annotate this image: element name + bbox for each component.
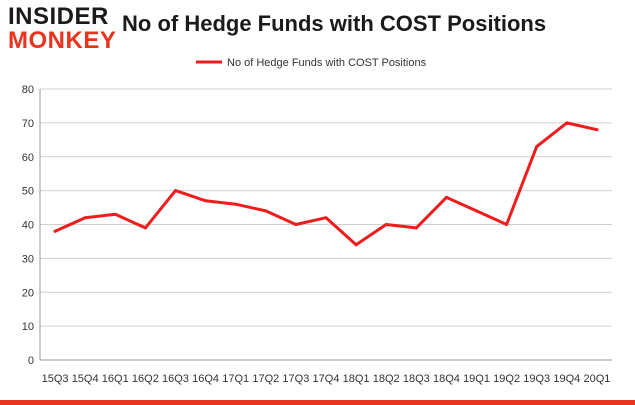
y-tick-label: 50 xyxy=(22,186,34,198)
data-point xyxy=(83,216,87,220)
x-tick-label: 18Q1 xyxy=(343,373,370,385)
x-tick-label: 18Q2 xyxy=(373,373,400,385)
data-point xyxy=(505,223,509,226)
x-tick-label: 15Q4 xyxy=(72,373,99,385)
y-tick-label: 10 xyxy=(22,321,34,333)
y-tick-label: 40 xyxy=(22,220,34,232)
brand-bar xyxy=(0,400,635,405)
x-tick-label: 17Q4 xyxy=(313,373,340,385)
x-tick-label: 16Q1 xyxy=(102,373,129,385)
grid-lines xyxy=(40,88,612,361)
x-tick-label: 16Q4 xyxy=(192,373,219,385)
data-point xyxy=(234,202,238,206)
data-point xyxy=(354,243,358,247)
y-tick-label: 20 xyxy=(22,287,34,299)
x-tick-label: 19Q2 xyxy=(493,373,520,385)
data-point xyxy=(324,216,328,220)
data-point xyxy=(535,145,539,149)
series-group xyxy=(53,121,599,247)
x-tick-label: 19Q3 xyxy=(523,373,550,385)
x-tick-label: 18Q4 xyxy=(433,373,460,385)
data-point xyxy=(384,223,388,226)
data-point xyxy=(444,195,448,199)
x-tick-label: 17Q2 xyxy=(252,373,279,385)
x-tick-label: 16Q2 xyxy=(132,373,159,385)
y-axis-ticks: 0 10 20 30 40 50 60 70 80 xyxy=(22,84,34,367)
y-tick-label: 0 xyxy=(28,355,34,367)
series-line xyxy=(53,121,599,247)
x-tick-label: 19Q1 xyxy=(463,373,490,385)
data-point xyxy=(595,128,599,132)
chart-title: No of Hedge Funds with COST Positions xyxy=(122,11,547,36)
legend: No of Hedge Funds with COST Positions xyxy=(196,57,427,69)
data-point xyxy=(173,189,177,193)
data-point xyxy=(475,209,479,213)
logo-text-bottom: MONKEY xyxy=(8,27,117,54)
x-tick-label: 19Q4 xyxy=(553,373,580,385)
y-tick-label: 60 xyxy=(22,152,34,164)
data-point xyxy=(264,209,268,213)
data-point xyxy=(414,226,418,230)
x-tick-label: 18Q3 xyxy=(403,373,430,385)
x-tick-label: 15Q3 xyxy=(42,373,69,385)
x-axis-ticks: 15Q3 15Q4 16Q1 16Q2 16Q3 16Q4 17Q1 17Q2 17Q3 17Q4… xyxy=(42,373,611,385)
y-tick-label: 30 xyxy=(22,253,34,265)
axes xyxy=(39,89,612,361)
legend-label: No of Hedge Funds with COST Positions xyxy=(227,57,427,69)
x-tick-label: 17Q1 xyxy=(222,373,249,385)
logo-text-top: INSIDER xyxy=(8,3,109,30)
y-tick-label: 70 xyxy=(22,118,34,130)
x-tick-label: 20Q1 xyxy=(583,373,610,385)
data-point xyxy=(113,212,117,216)
data-point xyxy=(294,223,298,226)
data-point xyxy=(565,121,569,125)
x-tick-label: 17Q3 xyxy=(282,373,309,385)
data-point xyxy=(204,199,208,203)
data-point xyxy=(143,226,147,230)
y-tick-label: 80 xyxy=(22,84,34,96)
data-point xyxy=(53,229,57,233)
x-tick-label: 16Q3 xyxy=(162,373,189,385)
